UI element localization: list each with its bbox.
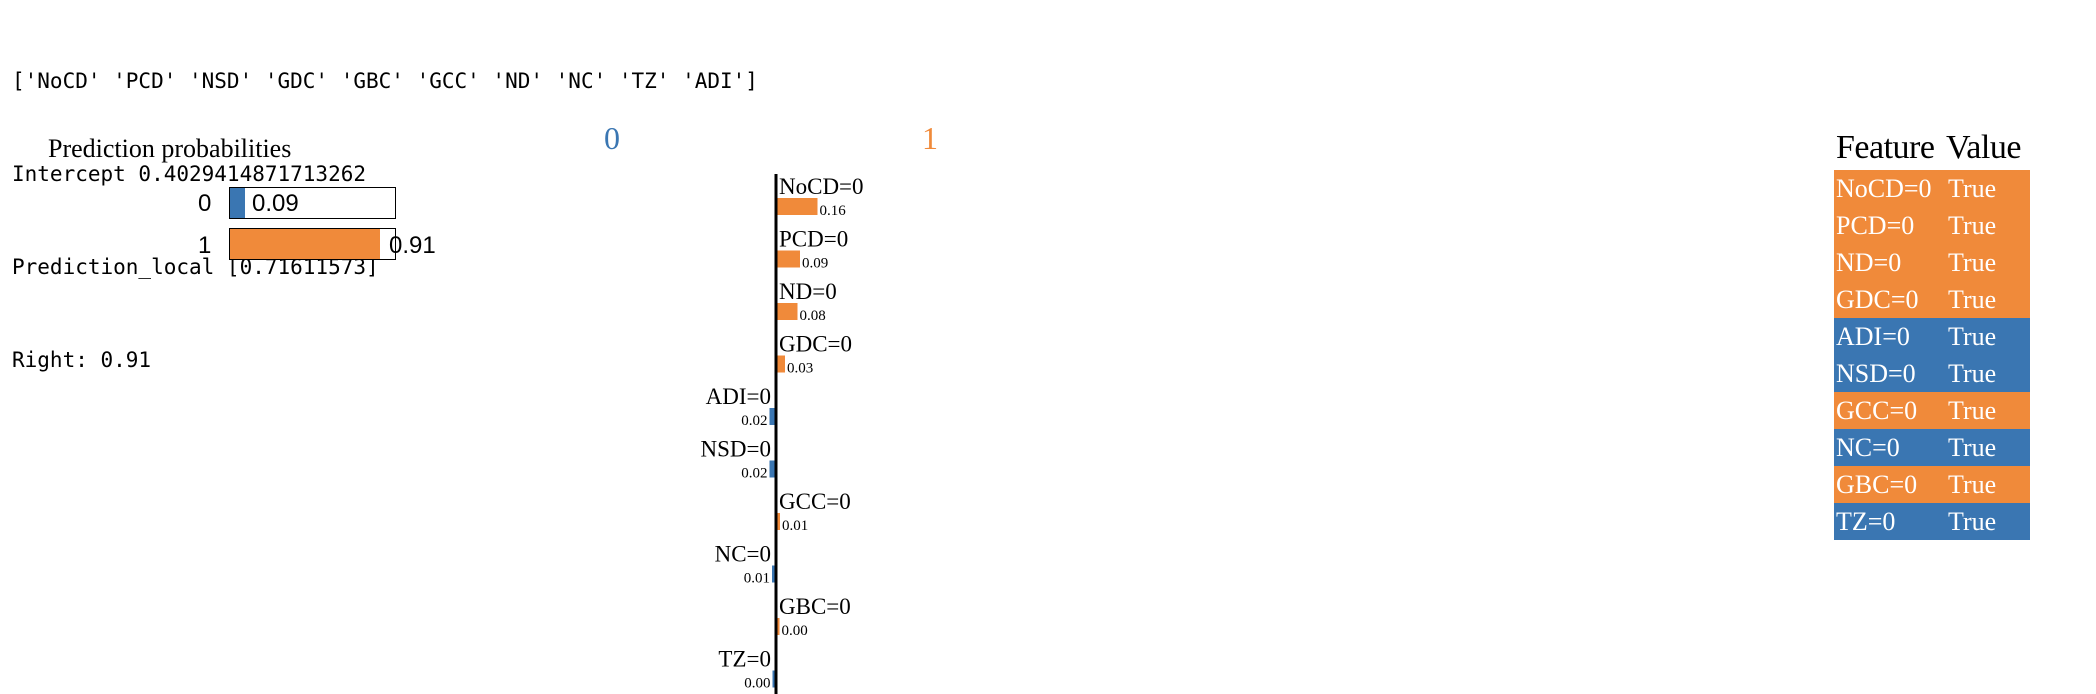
proba-value-0: 0.09 <box>252 190 299 217</box>
feature-cell: NSD=0 <box>1834 355 1944 392</box>
contribution-value-label: 0.02 <box>741 413 767 429</box>
feature-label: PCD=0 <box>779 227 848 252</box>
feature-label: NSD=0 <box>701 437 771 462</box>
console-line: Intercept 0.4029414871713262 <box>12 162 367 186</box>
value-cell: True <box>1944 244 2030 281</box>
feature-cell: GCC=0 <box>1834 392 1944 429</box>
contribution-value-label: 0.02 <box>741 466 767 482</box>
prediction-probabilities-title: Prediction probabilities <box>48 134 292 163</box>
feature-cell: ADI=0 <box>1834 318 1944 355</box>
contribution-value-label: 0.16 <box>820 203 847 219</box>
value-cell: True <box>1944 355 2030 392</box>
contribution-value-label: 0.03 <box>787 361 813 377</box>
console-line: ['NoCD' 'PCD' 'NSD' 'GDC' 'GBC' 'GCC' 'N… <box>12 69 758 93</box>
feature-cell: NC=0 <box>1834 429 1944 466</box>
contribution-value-label: 0.09 <box>802 256 828 272</box>
contribution-bar <box>772 565 775 583</box>
contribution-bar <box>777 513 780 530</box>
proba-bar-box-0 <box>229 187 396 219</box>
feature-row: TZ=0 True <box>1834 503 2030 540</box>
feature-label: GCC=0 <box>779 489 851 514</box>
contribution-bar <box>777 250 800 268</box>
feature-label: TZ=0 <box>718 647 771 672</box>
feature-cell: TZ=0 <box>1834 503 1944 540</box>
class-header-0: 0 <box>604 120 620 156</box>
feature-cell: ND=0 <box>1834 244 1944 281</box>
proba-bar-fill-0 <box>230 188 245 218</box>
value-cell: True <box>1944 392 2030 429</box>
contribution-bar <box>769 460 775 478</box>
feature-label: NC=0 <box>715 542 771 567</box>
value-cell: True <box>1944 281 2030 318</box>
feature-row: NoCD=0 True <box>1834 170 2030 207</box>
contribution-bar <box>772 670 775 688</box>
header-feature: Feature <box>1836 129 1935 166</box>
class-header-1: 1 <box>922 120 938 156</box>
value-cell: True <box>1944 429 2030 466</box>
contribution-value-label: 0.08 <box>800 308 826 324</box>
value-cell: True <box>1944 207 2030 244</box>
feature-label: GDC=0 <box>779 332 852 357</box>
contribution-bar <box>777 618 780 635</box>
proba-bar-fill-1 <box>230 229 381 259</box>
feature-row: PCD=0 True <box>1834 207 2030 244</box>
proba-value-1: 0.91 <box>389 232 436 259</box>
feature-row: ND=0 True <box>1834 244 2030 281</box>
proba-class-label-1: 1 <box>198 232 212 259</box>
contribution-bar <box>777 198 818 215</box>
value-cell: True <box>1944 170 2030 207</box>
feature-label: ND=0 <box>779 279 837 304</box>
contribution-bar <box>777 355 785 373</box>
feature-row: GCC=0 True <box>1834 392 2030 429</box>
contribution-bar <box>769 408 775 425</box>
contribution-value-label: 0.01 <box>744 571 770 587</box>
feature-label: GBC=0 <box>779 594 851 619</box>
contribution-value-label: 0.00 <box>782 623 808 639</box>
console-output: ['NoCD' 'PCD' 'NSD' 'GDC' 'GBC' 'GCC' 'N… <box>12 4 758 407</box>
feature-value-table: Feature Value NoCD=0 True PCD=0 True ND=0 Tru… <box>1834 126 2030 540</box>
value-cell: True <box>1944 318 2030 355</box>
feature-row: NSD=0 True <box>1834 355 2030 392</box>
contribution-bar <box>777 303 798 320</box>
feature-row: GDC=0 True <box>1834 281 2030 318</box>
contribution-value-label: 0.00 <box>744 676 770 692</box>
header-value: Value <box>1946 129 2021 166</box>
feature-cell: GBC=0 <box>1834 466 1944 503</box>
feature-cell: GDC=0 <box>1834 281 1944 318</box>
feature-cell: NoCD=0 <box>1834 170 1944 207</box>
feature-label: ADI=0 <box>706 384 771 409</box>
feature-row: GBC=0 True <box>1834 466 2030 503</box>
value-cell: True <box>1944 503 2030 540</box>
feature-row: NC=0 True <box>1834 429 2030 466</box>
console-line: Right: 0.91 <box>12 348 152 372</box>
value-cell: True <box>1944 466 2030 503</box>
feature-label: NoCD=0 <box>779 174 864 199</box>
proba-bar-box-1 <box>229 228 396 260</box>
feature-cell: PCD=0 <box>1834 207 1944 244</box>
proba-class-label-0: 0 <box>198 190 212 217</box>
contribution-value-label: 0.01 <box>782 518 808 534</box>
feature-row: ADI=0 True <box>1834 318 2030 355</box>
